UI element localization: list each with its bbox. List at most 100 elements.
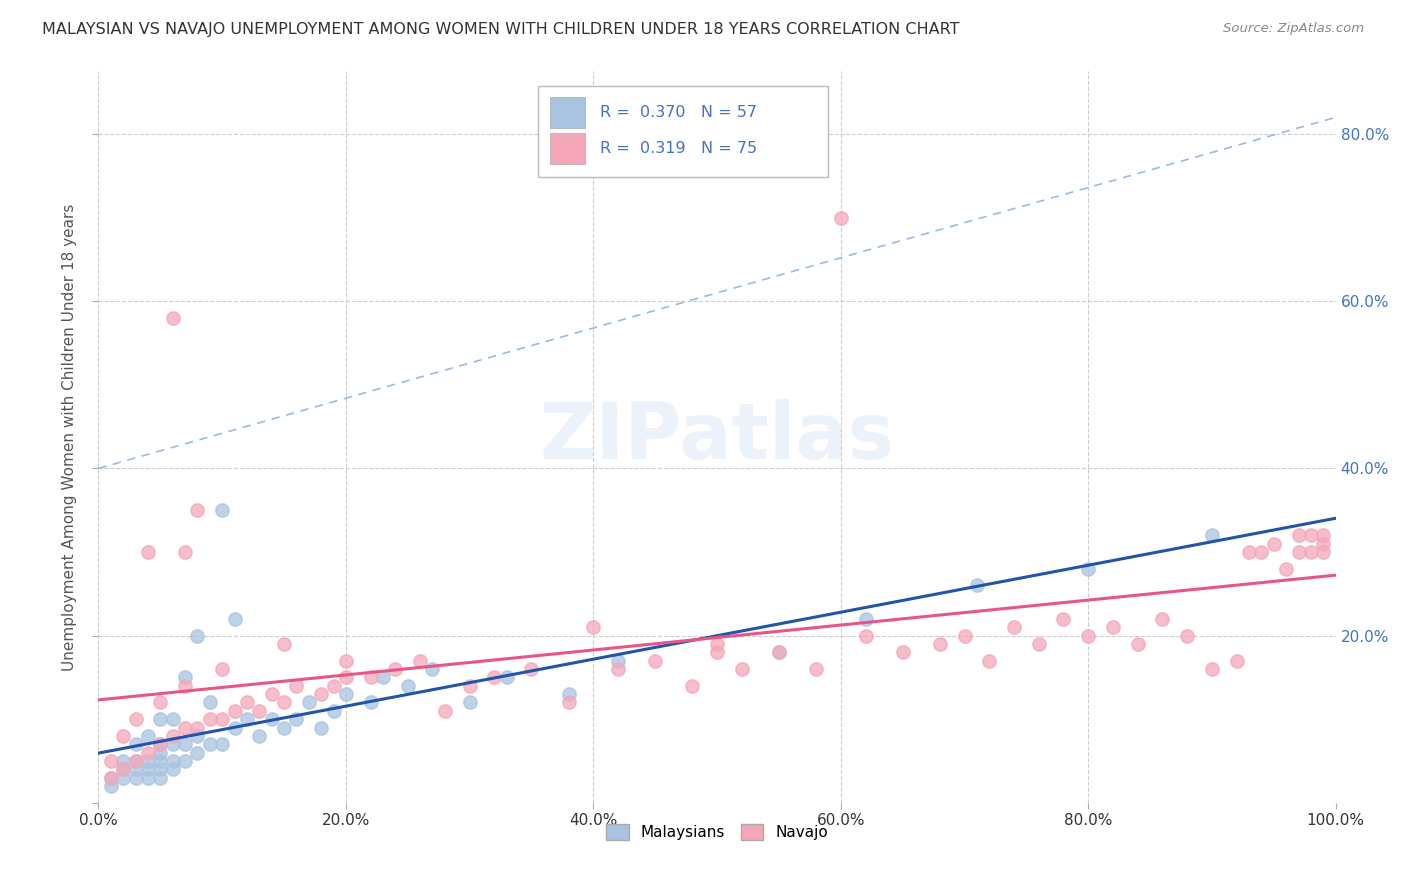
Point	[149, 771, 172, 785]
Point	[557, 687, 579, 701]
Point	[1077, 562, 1099, 576]
Point	[1312, 545, 1334, 559]
Point	[458, 679, 481, 693]
Text: MALAYSIAN VS NAVAJO UNEMPLOYMENT AMONG WOMEN WITH CHILDREN UNDER 18 YEARS CORREL: MALAYSIAN VS NAVAJO UNEMPLOYMENT AMONG W…	[42, 22, 960, 37]
FancyBboxPatch shape	[537, 86, 828, 178]
Point	[582, 620, 605, 634]
Point	[174, 737, 197, 751]
Point	[495, 670, 517, 684]
Point	[396, 679, 419, 693]
Point	[162, 754, 184, 768]
Point	[273, 637, 295, 651]
Point	[186, 503, 208, 517]
Point	[768, 645, 790, 659]
Point	[174, 545, 197, 559]
Point	[186, 629, 208, 643]
Point	[100, 754, 122, 768]
Point	[136, 545, 159, 559]
Point	[644, 654, 666, 668]
Point	[174, 679, 197, 693]
Point	[1288, 545, 1310, 559]
Point	[100, 771, 122, 785]
Point	[804, 662, 827, 676]
Point	[1312, 528, 1334, 542]
Point	[335, 654, 357, 668]
Point	[360, 670, 382, 684]
Point	[174, 670, 197, 684]
Point	[322, 679, 344, 693]
Point	[149, 746, 172, 760]
Point	[928, 637, 950, 651]
Point	[335, 670, 357, 684]
Point	[731, 662, 754, 676]
Point	[260, 687, 283, 701]
Point	[224, 704, 246, 718]
Point	[149, 712, 172, 726]
Point	[458, 696, 481, 710]
Point	[422, 662, 444, 676]
Point	[273, 696, 295, 710]
Point	[100, 779, 122, 793]
Point	[979, 654, 1001, 668]
Point	[149, 737, 172, 751]
Point	[236, 696, 259, 710]
Point	[706, 637, 728, 651]
Point	[124, 712, 146, 726]
Point	[124, 754, 146, 768]
Point	[1002, 620, 1025, 634]
Point	[136, 763, 159, 777]
Point	[309, 721, 332, 735]
Point	[112, 763, 135, 777]
Point	[124, 763, 146, 777]
Point	[1077, 629, 1099, 643]
Point	[855, 612, 877, 626]
Point	[186, 721, 208, 735]
Point	[174, 754, 197, 768]
Point	[966, 578, 988, 592]
Point	[224, 721, 246, 735]
Point	[855, 629, 877, 643]
Point	[174, 721, 197, 735]
Text: R =  0.370   N = 57: R = 0.370 N = 57	[599, 105, 756, 120]
Point	[1312, 536, 1334, 550]
Point	[557, 696, 579, 710]
Point	[162, 737, 184, 751]
Point	[1102, 620, 1125, 634]
Point	[149, 754, 172, 768]
Point	[198, 712, 221, 726]
Point	[768, 645, 790, 659]
Point	[236, 712, 259, 726]
Text: Source: ZipAtlas.com: Source: ZipAtlas.com	[1223, 22, 1364, 36]
Point	[136, 754, 159, 768]
Point	[1052, 612, 1074, 626]
FancyBboxPatch shape	[550, 133, 585, 164]
Point	[298, 696, 321, 710]
Point	[607, 654, 630, 668]
Text: ZIPatlas: ZIPatlas	[540, 399, 894, 475]
Point	[607, 662, 630, 676]
Point	[681, 679, 703, 693]
Point	[953, 629, 976, 643]
Point	[1263, 536, 1285, 550]
Point	[100, 771, 122, 785]
Point	[198, 696, 221, 710]
Point	[1028, 637, 1050, 651]
Point	[149, 696, 172, 710]
Point	[1250, 545, 1272, 559]
Point	[112, 763, 135, 777]
Point	[198, 737, 221, 751]
Point	[136, 729, 159, 743]
Point	[247, 729, 270, 743]
Point	[371, 670, 394, 684]
Point	[309, 687, 332, 701]
Point	[1226, 654, 1249, 668]
Y-axis label: Unemployment Among Women with Children Under 18 years: Unemployment Among Women with Children U…	[62, 203, 77, 671]
Point	[112, 771, 135, 785]
Point	[149, 763, 172, 777]
Point	[384, 662, 406, 676]
Point	[186, 746, 208, 760]
Point	[112, 754, 135, 768]
Point	[124, 754, 146, 768]
Point	[1201, 662, 1223, 676]
Point	[136, 771, 159, 785]
